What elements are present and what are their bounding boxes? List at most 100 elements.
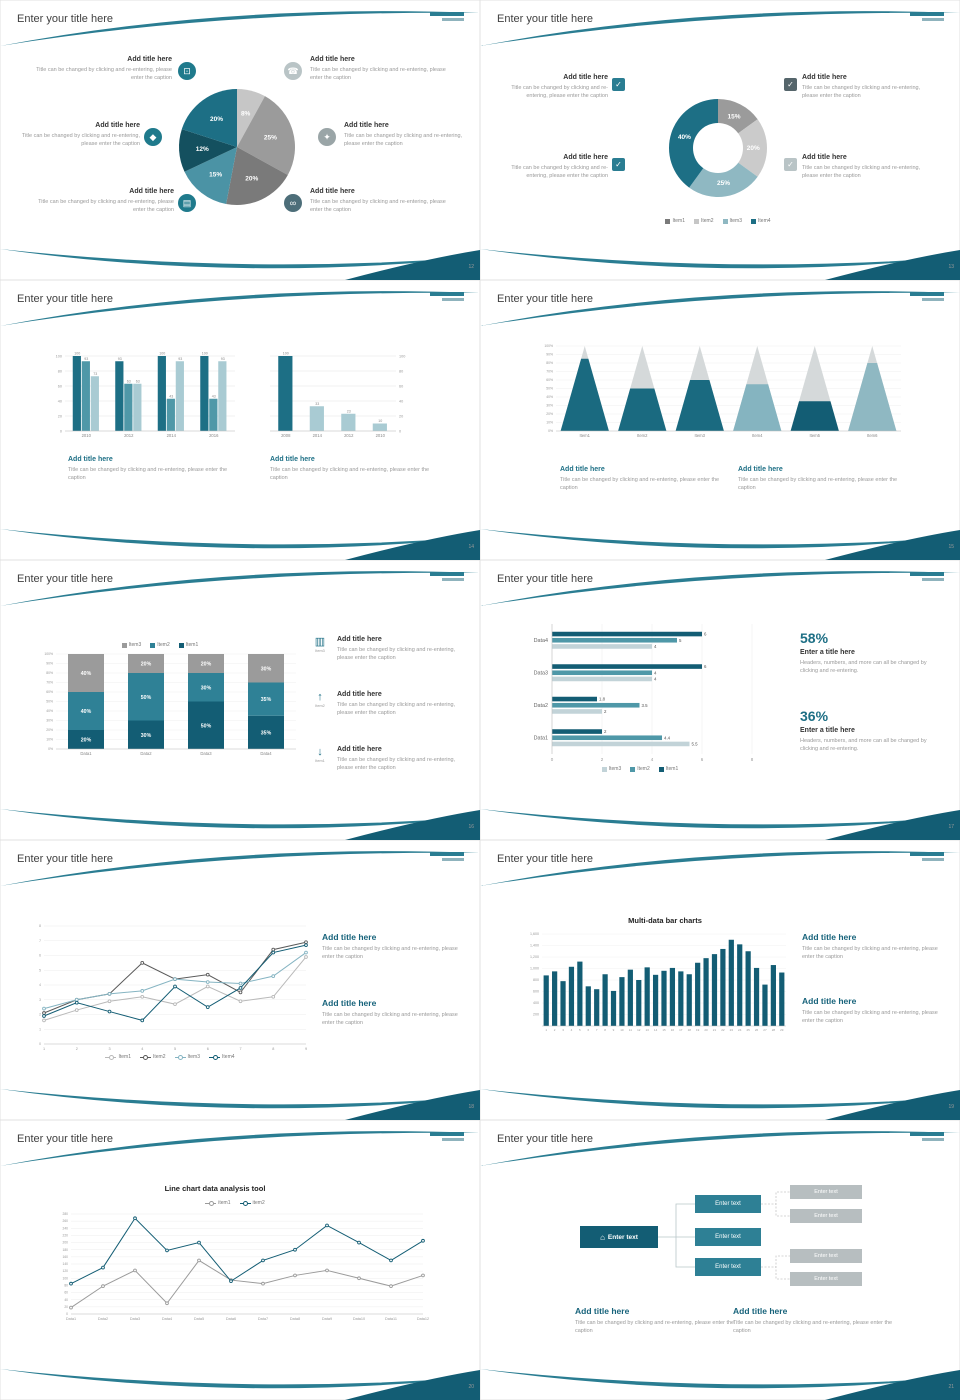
slide-17[interactable]: Enter your title here 17 0 2 4 6 8 2 4.4 5.5 Dat… bbox=[480, 560, 960, 840]
callout-1: Add title here Title can be changed by c… bbox=[494, 74, 608, 101]
legend-label: Item1 bbox=[665, 766, 679, 772]
svg-text:40: 40 bbox=[64, 1298, 68, 1302]
svg-text:70%: 70% bbox=[546, 370, 553, 374]
svg-text:60: 60 bbox=[399, 384, 403, 388]
check-glyph: ✓ bbox=[615, 80, 622, 89]
caption-title: Add title here bbox=[738, 466, 783, 473]
svg-text:30%: 30% bbox=[46, 719, 53, 723]
callout-bike: Add title here Title can be changed by c… bbox=[310, 188, 450, 215]
logo-mark-line1 bbox=[430, 12, 464, 16]
svg-text:40%: 40% bbox=[46, 709, 53, 713]
svg-text:7: 7 bbox=[596, 1028, 598, 1032]
checkbox-icon: ✓ bbox=[612, 78, 625, 91]
slide-title: Enter your title here bbox=[17, 13, 113, 25]
university-logo bbox=[910, 572, 944, 581]
svg-text:2012: 2012 bbox=[344, 433, 354, 438]
svg-text:3: 3 bbox=[39, 998, 41, 1002]
car-icon: ◆ bbox=[144, 128, 162, 146]
legend-label: Item3 bbox=[128, 642, 142, 648]
svg-text:Data10: Data10 bbox=[353, 1317, 365, 1321]
diagram-mid-node-1: Enter text bbox=[695, 1195, 761, 1213]
slide-15[interactable]: Enter your title here 15 0% 10% 20% 30% 40% 5… bbox=[480, 280, 960, 560]
bar-chart: 0 20 40 60 80 100 100 2008 33 2014 23 2012 10 2010 bbox=[270, 352, 405, 438]
bike-glyph: ∞ bbox=[289, 198, 297, 208]
svg-text:15: 15 bbox=[662, 1028, 666, 1032]
svg-text:63: 63 bbox=[127, 379, 131, 383]
callout-title: Add title here bbox=[129, 188, 174, 195]
icon-label: Item3 bbox=[315, 649, 325, 654]
university-logo bbox=[430, 12, 464, 21]
feature-item-2: ↑ Item2 Add title here Title can be change… bbox=[310, 691, 470, 718]
legend-item: Item4 bbox=[209, 1054, 235, 1060]
svg-text:35%: 35% bbox=[261, 697, 272, 703]
legend-label: Item1 bbox=[118, 1054, 131, 1060]
svg-text:93: 93 bbox=[84, 357, 88, 361]
book-icon: ▤ bbox=[178, 194, 196, 212]
svg-text:2: 2 bbox=[601, 757, 604, 762]
page-number: 16 bbox=[468, 824, 474, 830]
svg-text:6: 6 bbox=[704, 632, 707, 637]
svg-text:93: 93 bbox=[178, 357, 182, 361]
slide-16[interactable]: Enter your title here 16 Item3 Item2 Item1… bbox=[0, 560, 480, 840]
svg-text:9: 9 bbox=[305, 1047, 307, 1051]
slide-21[interactable]: Enter your title here 21 ⌂ Enter text En… bbox=[480, 1120, 960, 1400]
slide-13[interactable]: Enter your title here 13 15% 20% 25% 40% It… bbox=[480, 0, 960, 280]
svg-text:4: 4 bbox=[654, 644, 657, 649]
stat-block-2: 36% Enter a title here Headers, numbers,… bbox=[800, 708, 945, 754]
diagram-leaf-node-4: Enter text bbox=[790, 1272, 862, 1286]
line-legend: Item1 Item2 Item3 Item4 bbox=[55, 1054, 285, 1060]
svg-text:6: 6 bbox=[704, 664, 707, 669]
callout-caption: Title can be changed by clicking and re-… bbox=[511, 164, 608, 180]
logo-mark-line2 bbox=[442, 18, 464, 21]
slide-title: Enter your title here bbox=[17, 853, 113, 865]
svg-text:Data5: Data5 bbox=[194, 1317, 204, 1321]
upload-glyph: ↑ bbox=[317, 691, 323, 703]
svg-text:200: 200 bbox=[62, 1241, 68, 1245]
caption-block-2: Add title here Title can be changed by c… bbox=[270, 456, 440, 483]
svg-text:6: 6 bbox=[39, 954, 41, 958]
legend-marker bbox=[209, 1055, 221, 1060]
svg-text:10%: 10% bbox=[46, 738, 53, 742]
svg-text:2014: 2014 bbox=[167, 433, 177, 438]
svg-text:160: 160 bbox=[62, 1255, 68, 1259]
svg-text:60%: 60% bbox=[546, 378, 553, 382]
svg-text:10: 10 bbox=[620, 1028, 624, 1032]
svg-text:Data4: Data4 bbox=[260, 751, 272, 756]
callout-caption: Title can be changed by clicking and re-… bbox=[511, 84, 608, 100]
svg-text:0%: 0% bbox=[48, 747, 53, 751]
slide-14[interactable]: Enter your title here 14 0 20 40 60 80 100 100… bbox=[0, 280, 480, 560]
hbar-legend: Item3 Item2 Item1 bbox=[550, 766, 730, 772]
svg-text:29: 29 bbox=[780, 1028, 784, 1032]
legend-item: Item4 bbox=[751, 218, 771, 224]
callout-caption: Title can be changed by clicking and re-… bbox=[344, 132, 463, 148]
svg-text:Item4: Item4 bbox=[752, 433, 763, 438]
legend-label: Item2 bbox=[700, 218, 714, 224]
logo-mark-line2 bbox=[442, 1138, 464, 1141]
svg-text:25: 25 bbox=[746, 1028, 750, 1032]
svg-text:60: 60 bbox=[58, 384, 62, 388]
logo-mark-line1 bbox=[430, 852, 464, 856]
slide-20[interactable]: Enter your title here 20 Line chart data… bbox=[0, 1120, 480, 1400]
callout-book: Add title here Title can be changed by c… bbox=[32, 188, 174, 215]
svg-text:800: 800 bbox=[533, 978, 539, 982]
diagram-leaf-node-2: Enter text bbox=[790, 1209, 862, 1223]
svg-text:5: 5 bbox=[579, 1028, 581, 1032]
slide-title: Enter your title here bbox=[17, 573, 113, 585]
slide-12[interactable]: Enter your title here 12 8% 25% 20% 15% 12% 2… bbox=[0, 0, 480, 280]
legend-item: Item3 bbox=[722, 218, 742, 224]
svg-text:0: 0 bbox=[551, 757, 554, 762]
callout-caption: Title can be changed by clicking and re-… bbox=[310, 66, 446, 82]
callout-phone: Add title here Title can be changed by c… bbox=[310, 56, 454, 83]
svg-text:19: 19 bbox=[696, 1028, 700, 1032]
svg-text:0: 0 bbox=[60, 429, 62, 433]
legend-marker bbox=[139, 1055, 151, 1060]
check-glyph: ✓ bbox=[787, 80, 794, 89]
slide-19[interactable]: Enter your title here 19 Multi-data bar … bbox=[480, 840, 960, 1120]
legend-marker bbox=[205, 1201, 217, 1206]
svg-text:2012: 2012 bbox=[124, 433, 134, 438]
callout-caption: Title can be changed by clicking and re-… bbox=[310, 198, 446, 214]
svg-text:4: 4 bbox=[571, 1028, 573, 1032]
book-glyph: ▤ bbox=[182, 197, 192, 208]
